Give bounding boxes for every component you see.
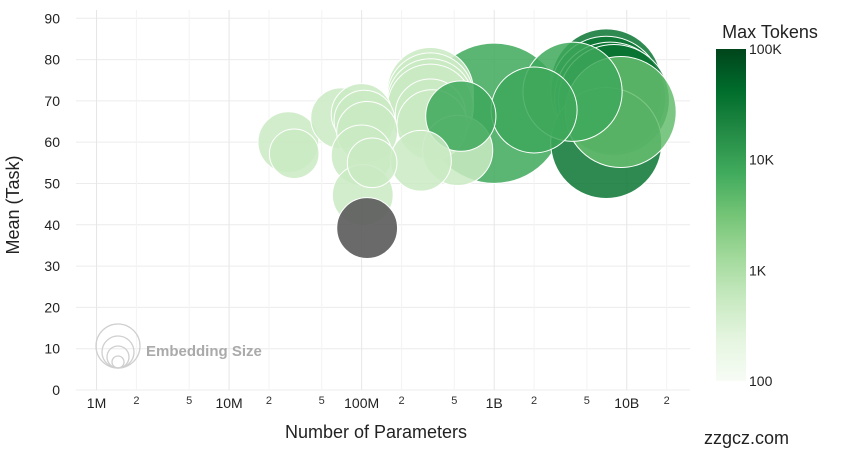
x-tick-label: 10M (215, 395, 242, 411)
y-tick-label: 70 (44, 93, 60, 109)
x-minor-tick-label: 2 (398, 395, 404, 407)
x-minor-tick-label: 2 (133, 395, 139, 407)
x-axis-title: Number of Parameters (285, 422, 467, 442)
colorbar-tick-label: 100K (749, 41, 782, 57)
y-tick-label: 40 (44, 217, 60, 233)
colorbar-tick-label: 1K (749, 262, 767, 278)
y-tick-label: 0 (52, 382, 60, 398)
data-point (390, 129, 452, 192)
y-tick-label: 30 (44, 258, 60, 274)
data-point (336, 197, 399, 259)
size-legend-circle (106, 345, 130, 369)
data-point (425, 80, 497, 152)
y-tick-label: 80 (44, 52, 60, 68)
size-legend: Embedding Size (95, 323, 262, 369)
x-minor-tick-label: 2 (664, 395, 670, 407)
data-point (346, 137, 398, 189)
x-tick-label: 1B (486, 395, 503, 411)
y-tick-label: 20 (44, 299, 60, 315)
x-minor-tick-label: 2 (531, 395, 537, 407)
size-legend-circle (101, 335, 135, 369)
colorbar-tick-label: 10K (749, 152, 775, 168)
colorbar-tick-label: 100 (749, 373, 773, 389)
y-tick-label: 10 (44, 341, 60, 357)
x-minor-tick-label: 5 (584, 395, 590, 407)
y-tick-label: 90 (44, 10, 60, 26)
y-tick-label: 60 (44, 134, 60, 150)
size-legend-circle (111, 355, 125, 369)
data-points (257, 28, 677, 259)
y-axis-title: Mean (Task) (3, 155, 23, 254)
data-point (268, 128, 320, 180)
x-tick-label: 1M (87, 395, 106, 411)
x-minor-tick-label: 5 (319, 395, 325, 407)
axes: 0 10 20 30 40 50 60 70 80 90 1M 10M 100M 1B 10B 2 5 2 5 2 5 2… (44, 10, 669, 411)
y-tick-label: 50 (44, 175, 60, 191)
size-legend-label: Embedding Size (146, 343, 262, 360)
x-tick-label: 10B (614, 395, 639, 411)
colorbar-title: Max Tokens (722, 22, 818, 42)
colorbar: 100K 10K 1K 100 (716, 41, 782, 389)
x-minor-tick-label: 5 (451, 395, 457, 407)
colorbar-bar (716, 49, 746, 381)
x-tick-label: 100M (344, 395, 379, 411)
watermark-text: zzgcz.com (704, 428, 789, 448)
x-minor-tick-label: 2 (266, 395, 272, 407)
x-minor-tick-label: 5 (186, 395, 192, 407)
data-point (490, 66, 578, 154)
